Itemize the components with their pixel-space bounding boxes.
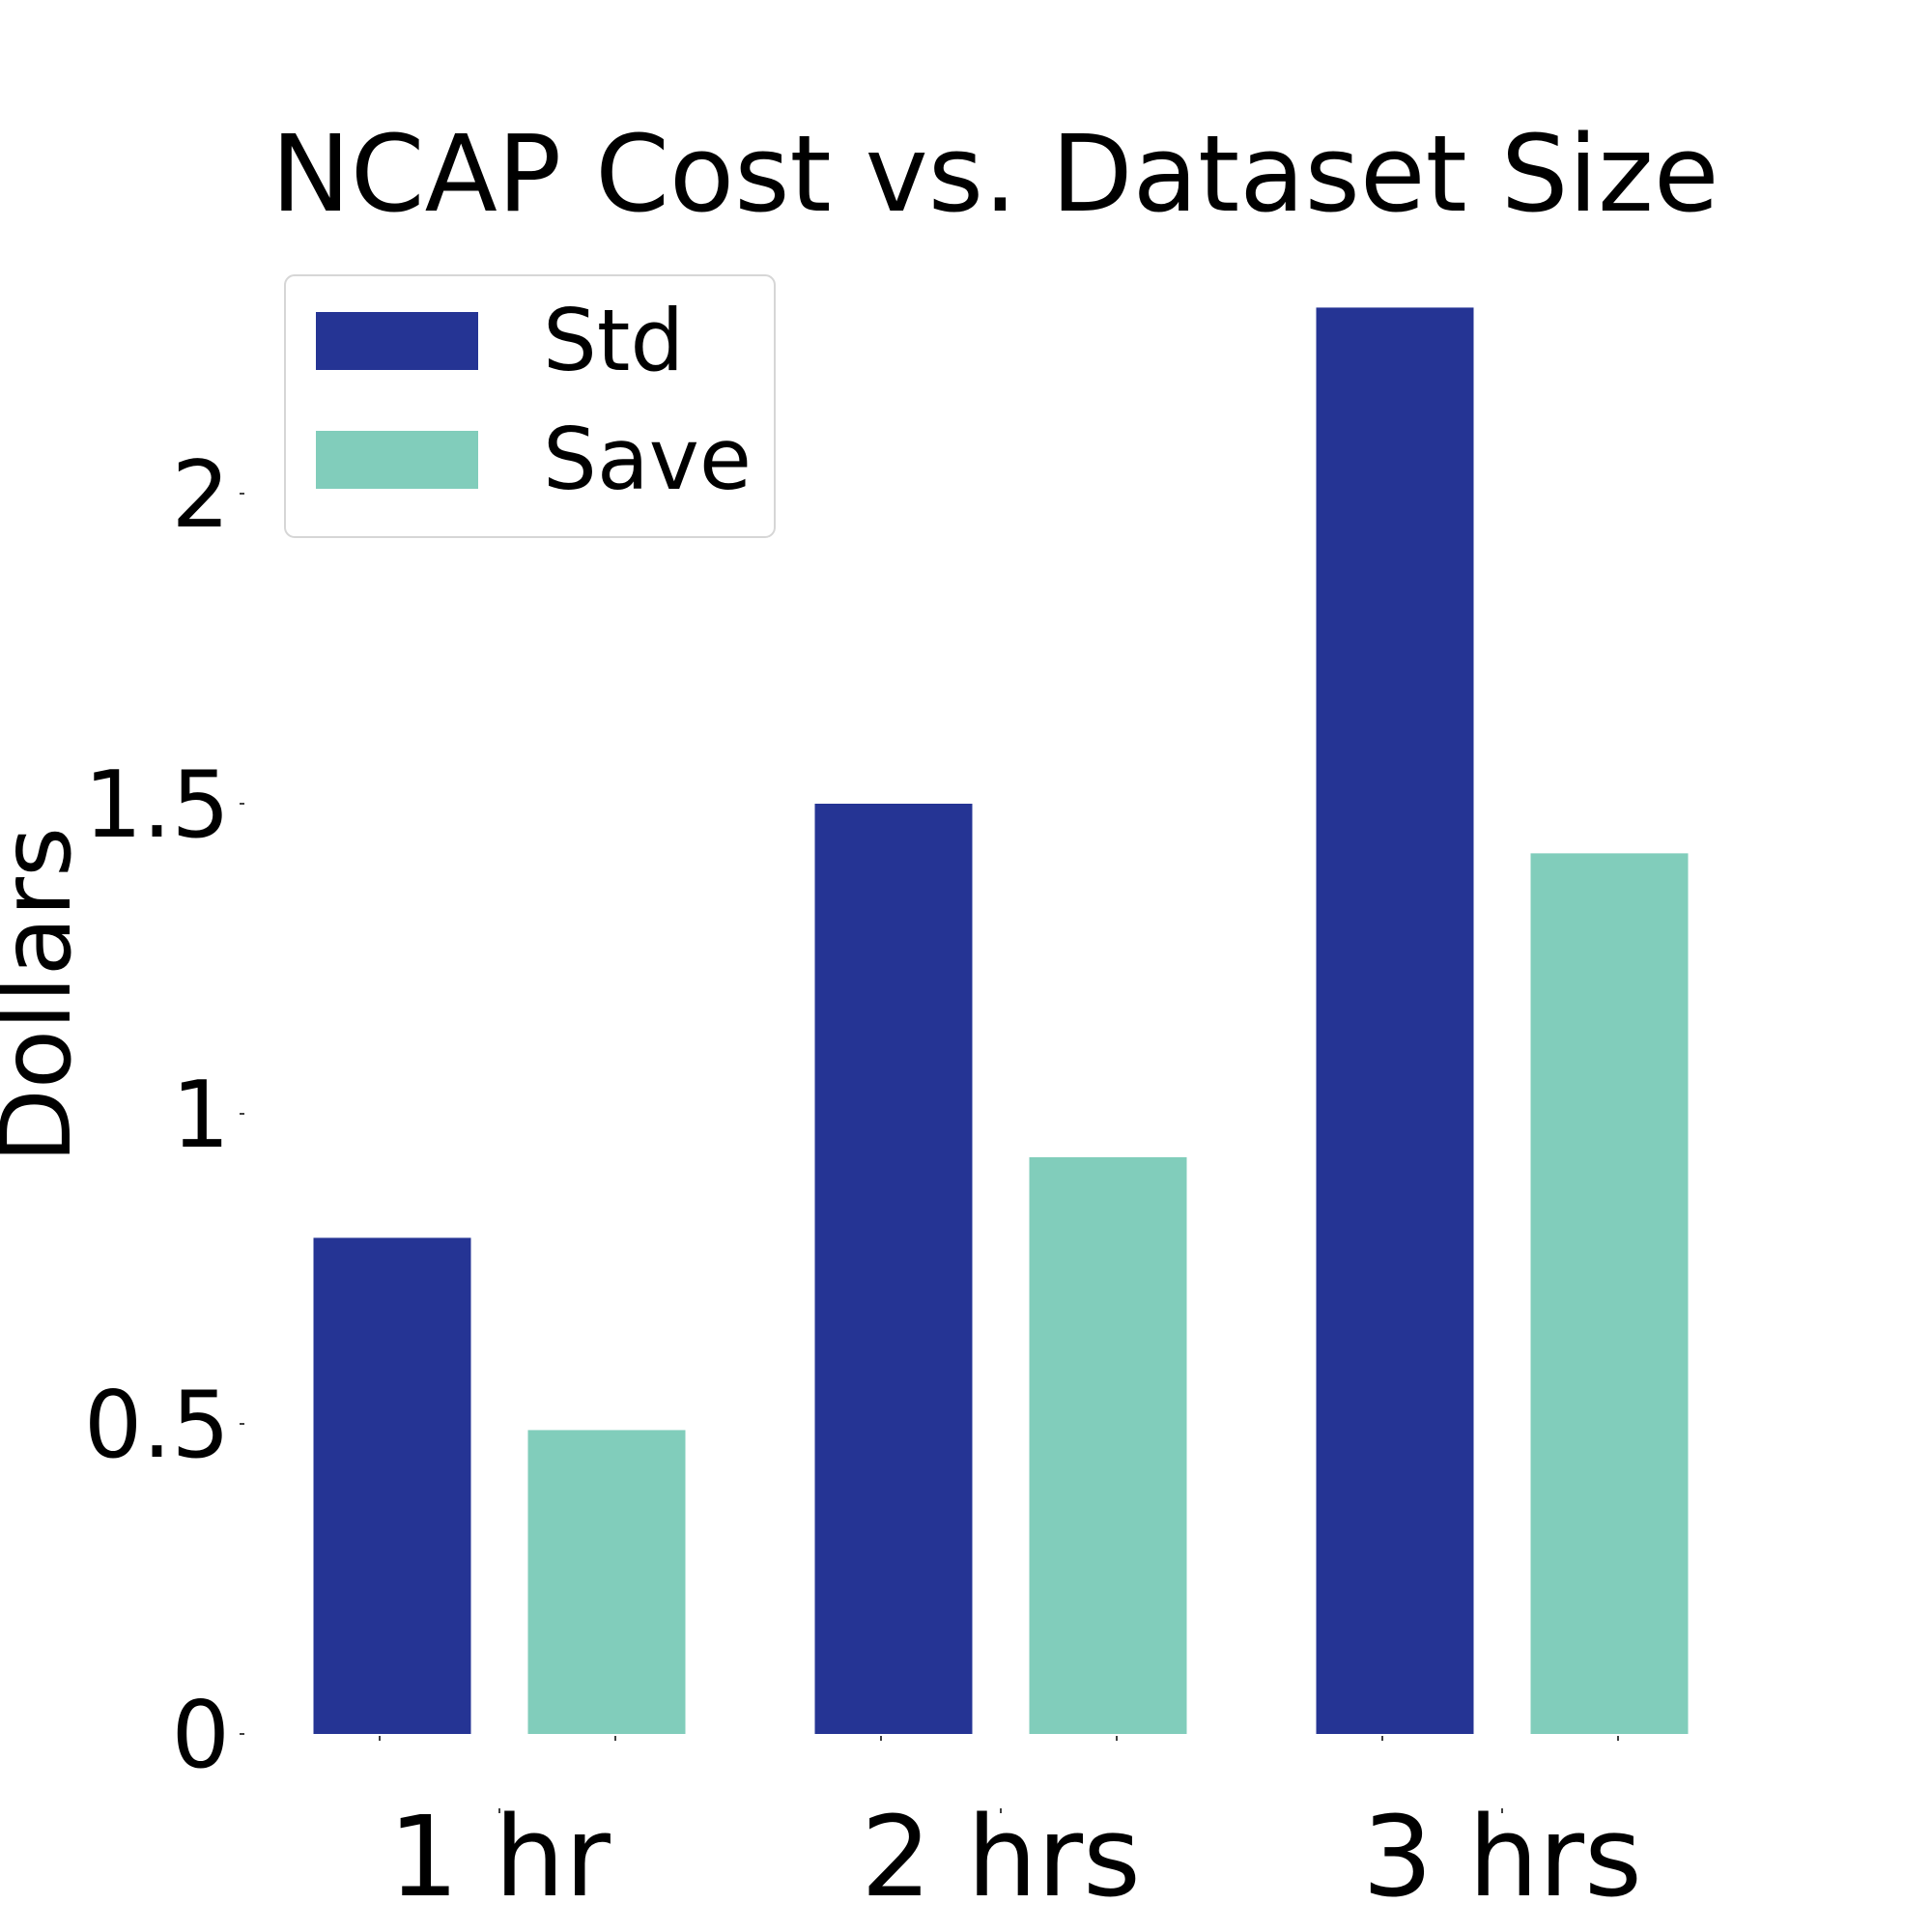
bar-save-3 [1530,853,1689,1734]
y-tick-label: 0.5 [84,1373,230,1479]
legend: Std Save [284,274,776,538]
bar-save-2 [1029,1156,1187,1734]
y-axis-label: Dollars [0,827,93,1163]
y-tick-label: 1 [172,1063,230,1169]
legend-swatch-std [316,312,478,370]
y-tick-label: 1.5 [84,753,230,859]
legend-swatch-save [316,431,478,489]
x-axis: 1 hr 2 hrs 3 hrs [379,1736,1642,1922]
y-axis: 0 0.5 1 1.5 2 [84,442,244,1789]
legend-label-save: Save [543,410,752,509]
bar-std-3 [1316,307,1474,1734]
bar-save-1 [527,1430,686,1734]
bar-std-1 [313,1237,471,1734]
x-tick-label: 1 hr [388,1793,611,1922]
y-tick-label: 2 [172,442,230,549]
chart-title: NCAP Cost vs. Dataset Size [270,112,1719,236]
bars [313,307,1689,1734]
x-tick-label: 3 hrs [1362,1793,1642,1922]
x-tick-label: 2 hrs [861,1793,1141,1922]
y-tick-label: 0 [172,1683,230,1789]
bar-std-2 [814,804,973,1734]
legend-label-std: Std [543,291,684,390]
